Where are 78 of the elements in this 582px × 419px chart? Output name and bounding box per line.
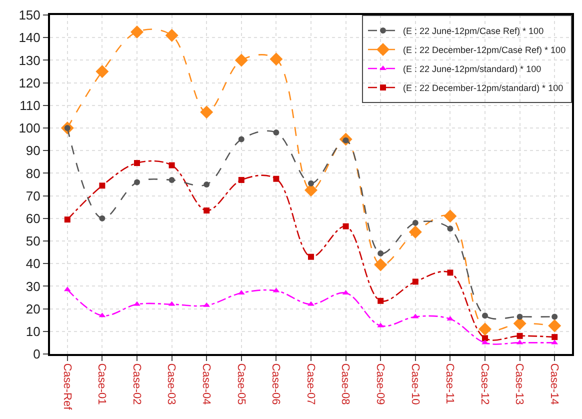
y-tick-label: 80 xyxy=(26,166,40,181)
x-tick-label: Case-10 xyxy=(408,363,421,405)
point xyxy=(130,25,144,38)
legend-label: (E : 22 December-12pm/Case Ref) * 100 xyxy=(403,45,566,56)
point xyxy=(165,28,178,42)
point xyxy=(304,184,318,197)
point xyxy=(270,52,283,66)
point xyxy=(134,179,140,186)
point xyxy=(99,215,106,222)
y-tick-label: 10 xyxy=(26,324,40,339)
point xyxy=(204,182,210,188)
y-tick-label: 60 xyxy=(26,210,40,226)
x-tick-label: Case-14 xyxy=(548,363,560,405)
point xyxy=(200,106,214,119)
point xyxy=(134,301,140,306)
point xyxy=(308,301,314,306)
point xyxy=(134,160,140,166)
point xyxy=(273,130,280,136)
point xyxy=(408,225,422,238)
x-tick-label: Case-08 xyxy=(339,363,352,405)
legend-label: (E : 22 December-12pm/standard) * 100 xyxy=(403,83,564,94)
point xyxy=(516,314,523,320)
point xyxy=(447,270,454,276)
point xyxy=(378,250,384,256)
x-tick-label: Case-06 xyxy=(270,363,282,405)
y-tick-label: 90 xyxy=(26,143,40,158)
y-tick-label: 150 xyxy=(18,8,40,23)
point xyxy=(374,258,388,272)
point xyxy=(444,210,457,223)
point xyxy=(168,176,175,183)
x-tick-label: Case-13 xyxy=(513,363,526,405)
point xyxy=(412,278,418,285)
x-tick-label: Case-02 xyxy=(130,363,142,405)
y-tick-label: 30 xyxy=(26,278,40,294)
y-tick-label: 40 xyxy=(26,256,40,272)
point xyxy=(552,314,558,320)
point xyxy=(273,176,280,182)
point xyxy=(552,334,558,340)
x-tick-label: Case-12 xyxy=(478,363,490,405)
x-tick-label: Case-09 xyxy=(374,363,386,405)
point xyxy=(308,180,314,186)
point xyxy=(234,54,248,67)
point xyxy=(378,298,384,304)
point xyxy=(308,254,314,260)
point xyxy=(238,136,244,142)
point xyxy=(412,220,418,226)
point xyxy=(482,340,488,344)
x-tick-label: Case-04 xyxy=(200,363,212,405)
x-tick-label: Case-Ref xyxy=(60,363,73,411)
point xyxy=(548,319,562,332)
point xyxy=(96,65,109,78)
x-tick-label: Case-01 xyxy=(96,363,108,405)
legend-label: (E : 22 June-12pm/standard) * 100 xyxy=(403,64,542,74)
point xyxy=(168,162,175,168)
y-tick-label: 20 xyxy=(26,301,40,316)
x-tick-label: Case-11 xyxy=(444,363,456,404)
y-tick-label: 140 xyxy=(18,30,40,46)
point xyxy=(482,335,488,342)
point xyxy=(447,226,454,232)
y-tick-label: 100 xyxy=(18,120,40,136)
point xyxy=(482,312,488,319)
x-tick-label: Case-05 xyxy=(234,363,247,405)
y-tick-label: 50 xyxy=(26,234,40,249)
point xyxy=(238,176,244,183)
y-tick-label: 120 xyxy=(18,75,40,90)
legend-label: (E : 22 June-12pm/Case Ref) * 100 xyxy=(403,26,544,36)
y-tick-label: 130 xyxy=(18,52,40,68)
y-tick-label: 0 xyxy=(33,346,40,362)
x-tick-label: Case-03 xyxy=(165,363,178,405)
x-tick-label: Case-07 xyxy=(304,363,316,405)
point xyxy=(478,322,492,336)
point xyxy=(204,207,210,214)
y-tick-label: 110 xyxy=(20,98,40,113)
point xyxy=(99,182,106,189)
y-tick-label: 70 xyxy=(26,188,40,204)
point xyxy=(516,332,523,339)
point xyxy=(64,216,70,223)
point xyxy=(342,223,349,230)
